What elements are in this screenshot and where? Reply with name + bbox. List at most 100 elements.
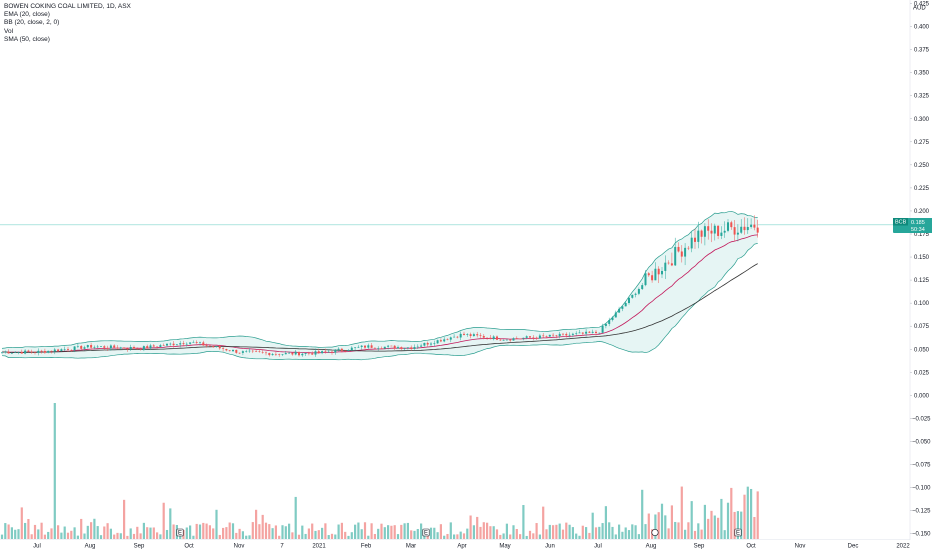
legend-bb[interactable]: BB (20, close, 2, 0) [4, 19, 60, 27]
legend-title[interactable]: BOWEN COKING COAL LIMITED, 1D, ASX [4, 3, 131, 10]
candle-body [667, 262, 670, 264]
candle-body [238, 352, 241, 354]
volume-bar [486, 522, 489, 539]
candle-body [383, 346, 386, 349]
volume-bar [723, 530, 726, 539]
candle-body [265, 352, 267, 354]
volume-bar [50, 528, 53, 539]
volume-bar [693, 530, 697, 539]
price-axis-tick: 0.325 [914, 94, 930, 100]
volume-bar [674, 521, 677, 539]
volume-bar [684, 529, 687, 539]
volume-bar [70, 530, 73, 539]
candle-body [208, 345, 211, 347]
candle-body [492, 336, 495, 340]
candle-body [314, 351, 317, 355]
candle-body [327, 351, 330, 353]
volume-bar [347, 535, 350, 539]
legend-vol[interactable]: Vol [4, 27, 14, 35]
volume-bar [60, 532, 63, 539]
candle-body [456, 336, 459, 338]
candle-body [261, 351, 264, 353]
candle-body [585, 331, 588, 334]
volume-bar [753, 517, 756, 539]
volume-bar [248, 535, 251, 539]
time-axis-tick: Aug [646, 544, 657, 550]
volume-bar [30, 534, 33, 539]
volume-bar [495, 529, 499, 539]
candle-body [664, 262, 667, 271]
candle-body [255, 351, 258, 352]
volume-bar [152, 527, 155, 539]
volume-bar [99, 535, 103, 539]
volume-bar [169, 508, 172, 539]
candle-body [535, 337, 538, 339]
candle-body [100, 346, 102, 347]
candle-body [136, 348, 139, 350]
candle-body [60, 349, 63, 352]
volume-bar [7, 524, 10, 539]
volume-bar [624, 527, 627, 539]
legend-ema[interactable]: EMA (20, close) [4, 11, 50, 19]
price-axis[interactable]: 0.425 0.400 0.375 0.350 0.325 0.300 0.275 0.250… [909, 0, 931, 540]
candle-body [703, 226, 706, 237]
volume-bar [162, 502, 165, 539]
volume-bar [27, 519, 30, 539]
volume-bar [492, 526, 495, 539]
volume-bar [575, 533, 578, 539]
volume-bar [231, 523, 235, 539]
candle-body [634, 293, 637, 295]
volume-bar [525, 535, 528, 539]
legend-sma[interactable]: SMA (50, close) [4, 35, 50, 43]
price-tag-symbol: BCB [895, 220, 907, 226]
earnings-marker: E [424, 531, 428, 537]
candle-body [565, 333, 568, 336]
time-axis-tick: 7 [280, 544, 284, 550]
volume-bar [743, 494, 746, 539]
candle-body [278, 354, 281, 355]
candle-body [390, 345, 393, 347]
candle-body [370, 345, 373, 348]
candle-body [532, 337, 535, 339]
volume-bar [83, 533, 86, 539]
volume-bar [314, 530, 317, 539]
volume-bar [156, 532, 159, 539]
volume-bar [192, 535, 195, 539]
price-axis-tick: −0.025 [912, 416, 931, 422]
candle-body [27, 350, 30, 352]
volume-bar [561, 529, 565, 539]
volume-bar [591, 512, 594, 539]
candle-body [43, 350, 46, 353]
volume-bar [330, 533, 334, 539]
candle-body [96, 346, 99, 348]
candle-body [119, 347, 122, 349]
volume-bar [14, 529, 17, 539]
candle-body [377, 348, 380, 349]
volume-bar [43, 534, 46, 539]
price-axis-tick: 0.275 [914, 140, 930, 146]
volume-bar [96, 526, 99, 539]
candle-body [397, 347, 399, 349]
time-axis[interactable]: Jul Aug Sep Oct Nov 7 2021 Feb Mar Apr May Jun Jul Au… [0, 539, 910, 550]
candle-body [713, 225, 716, 234]
volume-bar [132, 533, 136, 539]
candle-body [103, 346, 106, 348]
volume-bar [535, 523, 538, 539]
candle-body [67, 349, 69, 350]
candle-body [354, 347, 357, 348]
volume-bar [746, 486, 749, 539]
volume-bar [90, 522, 93, 539]
volume-bar [390, 525, 393, 539]
candle-body [670, 263, 673, 266]
price-tag-value: 0.185 [911, 220, 925, 226]
volume-bar [660, 503, 664, 539]
candle-body [502, 340, 505, 341]
candle-body [350, 347, 353, 351]
volume-bar [218, 534, 221, 539]
volume-bar [281, 525, 284, 539]
volume-bar [472, 525, 475, 539]
candle-body [466, 334, 469, 335]
volume-bar [703, 504, 706, 539]
